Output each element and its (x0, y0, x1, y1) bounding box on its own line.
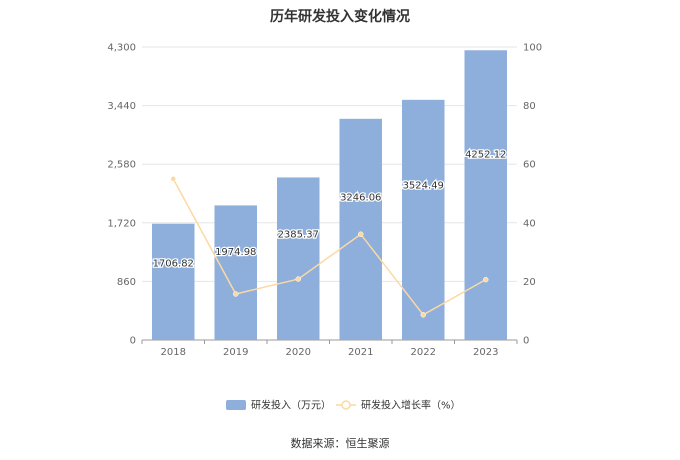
x-tick-label: 2019 (223, 347, 248, 358)
y-left-tick-label: 860 (117, 277, 136, 288)
bar-data-label: 3524.49 (403, 181, 444, 192)
x-tick-label: 2022 (411, 347, 436, 358)
y-left-tick-label: 0 (130, 336, 136, 347)
growth-point (483, 276, 489, 283)
bar (277, 177, 320, 340)
chart-title: 历年研发投入变化情况 (270, 9, 410, 25)
bar (152, 223, 195, 340)
bar (464, 50, 507, 341)
y-right-tick-label: 0 (523, 336, 529, 347)
legend-bar-label: 研发投入（万元） (251, 399, 331, 412)
y-right-tick-label: 100 (523, 43, 542, 54)
y-left-tick-label: 3,440 (107, 101, 136, 112)
x-tick-label: 2018 (161, 347, 186, 358)
bar-data-label: 1974.98 (215, 247, 256, 258)
bar (402, 99, 445, 340)
x-tick-label: 2020 (286, 347, 311, 358)
bar-data-label: 3246.06 (340, 193, 381, 204)
bar-data-label: 2385.37 (278, 230, 319, 241)
y-right-tick-label: 20 (523, 277, 536, 288)
bar-data-label: 1706.82 (153, 259, 194, 270)
x-tick-label: 2021 (348, 347, 373, 358)
y-right-tick-label: 80 (523, 101, 536, 112)
legend-line-marker (341, 400, 351, 410)
growth-point (420, 312, 426, 318)
y-left-tick-label: 1,720 (107, 218, 136, 229)
bar (339, 118, 382, 341)
data-source: 数据来源：恒生聚源 (290, 437, 390, 450)
bar-data-label: 4252.12 (465, 149, 506, 160)
growth-point (233, 291, 239, 297)
legend-line-label: 研发投入增长率（%） (361, 399, 461, 412)
y-left-tick-label: 2,580 (107, 160, 136, 171)
growth-point (358, 231, 364, 237)
y-right-tick-label: 60 (523, 160, 536, 171)
legend-bar-swatch (226, 400, 246, 410)
y-right-tick-label: 40 (523, 218, 536, 229)
bar (214, 205, 257, 340)
growth-point (295, 276, 301, 282)
growth-line (172, 178, 487, 316)
y-left-tick-label: 4,300 (107, 43, 136, 54)
x-tick-label: 2023 (473, 347, 498, 358)
growth-point (170, 176, 176, 182)
